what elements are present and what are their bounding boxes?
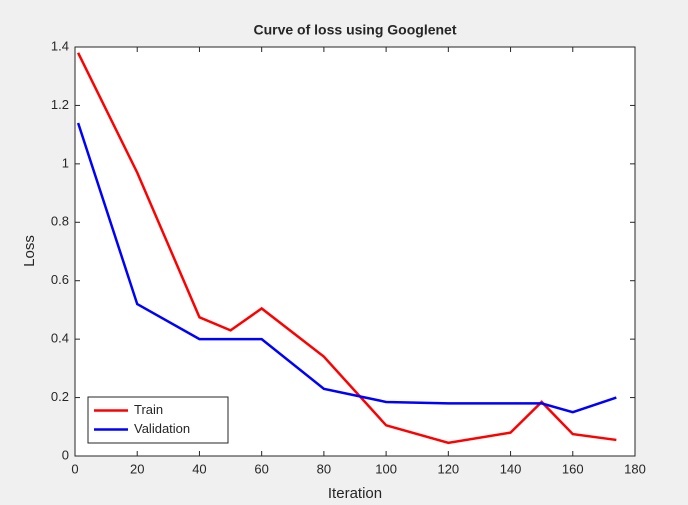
x-tick-label: 0 <box>71 461 78 476</box>
x-tick-label: 80 <box>317 461 331 476</box>
x-tick-label: 20 <box>130 461 144 476</box>
y-tick-label: 0.6 <box>51 272 69 287</box>
x-tick-label: 100 <box>375 461 397 476</box>
y-tick-label: 0.4 <box>51 331 69 346</box>
x-tick-label: 180 <box>624 461 646 476</box>
x-tick-label: 120 <box>437 461 459 476</box>
y-tick-label: 1.4 <box>51 38 69 53</box>
line <box>76 52 617 445</box>
y-axis-label: Loss <box>21 235 38 267</box>
legend-label: Train <box>134 402 163 417</box>
legend-label: Validation <box>134 421 190 436</box>
x-tick-label: 40 <box>192 461 206 476</box>
y-tick-label: 0 <box>62 447 69 462</box>
legend-box <box>87 396 229 444</box>
x-axis-label: Iteration <box>328 485 382 502</box>
y-tick-label: 0.2 <box>51 389 69 404</box>
line <box>76 122 617 414</box>
y-tick-label: 0.8 <box>51 214 69 229</box>
x-tick-label: 140 <box>500 461 522 476</box>
x-tick-label: 60 <box>254 461 268 476</box>
y-tick-label: 1 <box>62 155 69 170</box>
chart-title: Curve of loss using Googlenet <box>253 22 456 38</box>
y-tick-label: 1.2 <box>51 97 69 112</box>
x-tick-label: 160 <box>562 461 584 476</box>
plot-area <box>74 46 636 457</box>
